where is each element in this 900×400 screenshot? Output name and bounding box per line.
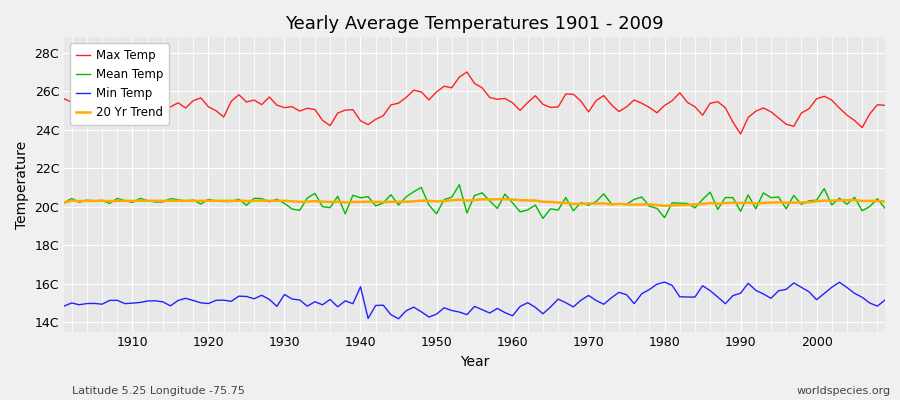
20 Yr Trend (58, 200, 69, 205)
Max Temp (879, 103, 890, 108)
Min Temp (393, 316, 404, 321)
Mean Temp (879, 206, 890, 211)
20 Yr Trend (659, 204, 670, 208)
Min Temp (332, 304, 343, 309)
Mean Temp (537, 216, 548, 221)
20 Yr Trend (507, 197, 517, 202)
X-axis label: Year: Year (460, 355, 490, 369)
Max Temp (332, 111, 343, 116)
Y-axis label: Temperature: Temperature (15, 140, 29, 228)
Mean Temp (332, 194, 343, 199)
20 Yr Trend (500, 197, 510, 202)
20 Yr Trend (515, 198, 526, 203)
Min Temp (507, 313, 517, 318)
Mean Temp (614, 202, 625, 206)
Title: Yearly Average Temperatures 1901 - 2009: Yearly Average Temperatures 1901 - 2009 (285, 15, 664, 33)
Max Temp (120, 101, 130, 106)
Min Temp (515, 304, 526, 309)
Max Temp (515, 108, 526, 113)
Mean Temp (287, 207, 298, 212)
Max Temp (58, 96, 69, 101)
Max Temp (606, 102, 616, 107)
Max Temp (507, 100, 517, 105)
Mean Temp (515, 210, 526, 214)
Line: Min Temp: Min Temp (64, 282, 885, 319)
Mean Temp (454, 182, 464, 187)
Line: Max Temp: Max Temp (64, 72, 885, 134)
20 Yr Trend (606, 202, 616, 207)
Min Temp (58, 304, 69, 308)
20 Yr Trend (332, 199, 343, 204)
Min Temp (606, 295, 616, 300)
20 Yr Trend (879, 199, 890, 204)
20 Yr Trend (287, 199, 298, 204)
Min Temp (120, 301, 130, 306)
Line: Mean Temp: Mean Temp (64, 185, 885, 218)
Min Temp (659, 280, 670, 284)
Text: Latitude 5.25 Longitude -75.75: Latitude 5.25 Longitude -75.75 (72, 386, 245, 396)
Max Temp (287, 104, 298, 109)
Mean Temp (58, 200, 69, 205)
Min Temp (287, 297, 298, 302)
Legend: Max Temp, Mean Temp, Min Temp, 20 Yr Trend: Max Temp, Mean Temp, Min Temp, 20 Yr Tre… (70, 43, 169, 125)
20 Yr Trend (120, 198, 130, 203)
Line: 20 Yr Trend: 20 Yr Trend (64, 199, 885, 206)
Min Temp (879, 298, 890, 302)
Max Temp (462, 70, 472, 74)
Mean Temp (507, 200, 517, 205)
Max Temp (735, 132, 746, 136)
Mean Temp (120, 198, 130, 203)
Text: worldspecies.org: worldspecies.org (796, 386, 891, 396)
